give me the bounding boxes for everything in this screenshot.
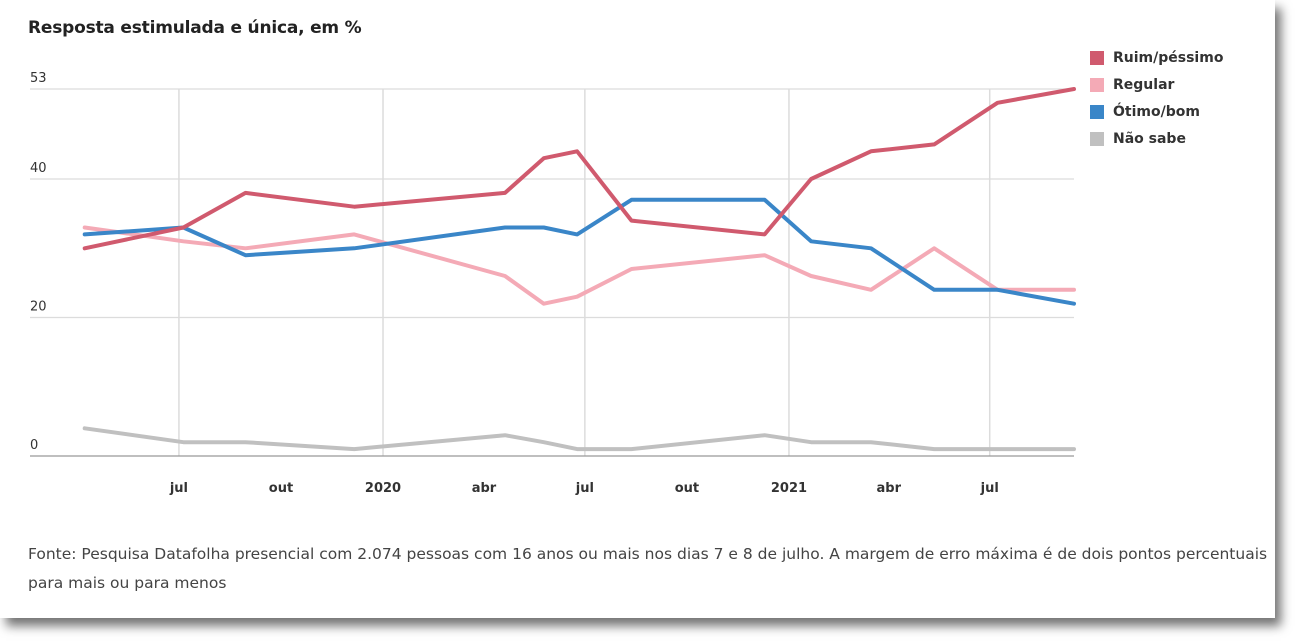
x-tick-label: jul <box>980 481 999 496</box>
legend-label: Regular <box>1113 76 1175 93</box>
y-tick-label: 0 <box>30 438 38 453</box>
legend-swatch <box>1090 77 1104 92</box>
x-tick-label: jul <box>169 481 188 496</box>
series-line-nao-sabe <box>82 426 1076 452</box>
chart-card: Resposta estimulada e única, em % Ruim/p… <box>28 18 1268 592</box>
x-tick-label: abr <box>877 481 902 496</box>
x-tick-label: 2021 <box>771 481 807 496</box>
x-tick-label: out <box>269 481 293 496</box>
chart-title: Resposta estimulada e única, em % <box>28 18 362 38</box>
x-tick-label: 2020 <box>365 481 401 496</box>
legend-label: Ótimo/bom <box>1113 103 1200 120</box>
legend: Ruim/péssimo Regular Ótimo/bom Não sabe <box>1090 44 1223 152</box>
legend-swatch <box>1090 50 1104 65</box>
legend-item-ruim-pessimo: Ruim/péssimo <box>1090 44 1223 71</box>
legend-label: Ruim/péssimo <box>1113 49 1224 66</box>
legend-swatch <box>1090 131 1104 146</box>
series-line-otimo-bom <box>82 197 1076 306</box>
legend-item-regular: Regular <box>1090 71 1223 98</box>
line-chart: 0 20 40 53 jul out 2020 abr jul out 2021 abr jul <box>30 71 1076 496</box>
series-line-ruim-pessimo <box>82 87 1076 251</box>
source-note: Fonte: Pesquisa Datafolha presencial com… <box>28 545 1268 592</box>
legend-item-otimo-bom: Ótimo/bom <box>1090 98 1223 125</box>
y-tick-label: 53 <box>30 71 47 86</box>
legend-item-nao-sabe: Não sabe <box>1090 125 1223 152</box>
legend-label: Não sabe <box>1113 130 1186 147</box>
x-tick-label: jul <box>575 481 594 496</box>
series-line-regular <box>82 225 1076 306</box>
x-tick-label: out <box>675 481 699 496</box>
y-tick-label: 20 <box>30 300 47 315</box>
y-tick-label: 40 <box>30 161 47 176</box>
legend-swatch <box>1090 104 1104 119</box>
x-tick-label: abr <box>472 481 497 496</box>
